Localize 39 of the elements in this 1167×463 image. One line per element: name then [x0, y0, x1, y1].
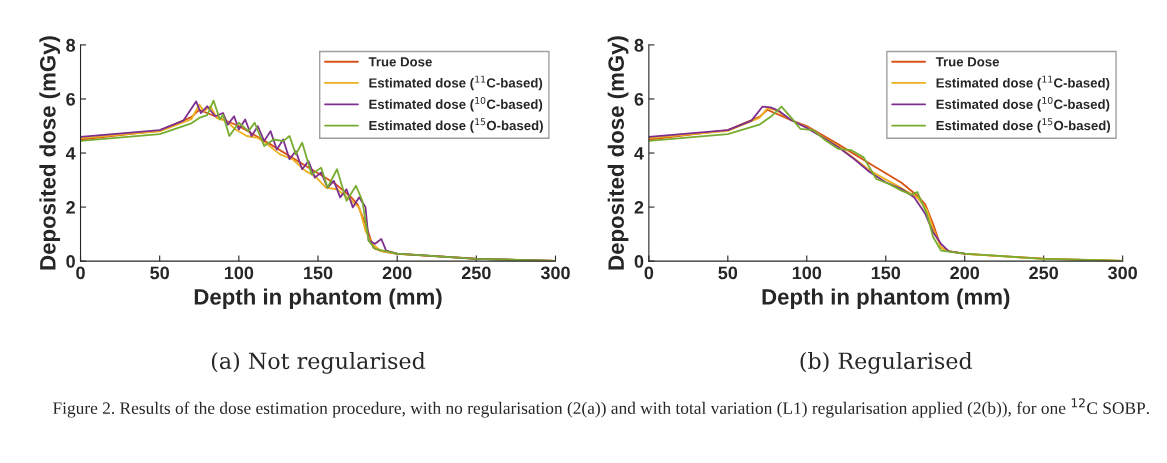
x-tick-label: 100	[792, 266, 822, 280]
y-tick-label: 0	[66, 255, 75, 268]
y-tick-label: 6	[634, 92, 644, 106]
x-tick-label: 0	[76, 266, 85, 280]
x-tick-label: 150	[871, 266, 901, 280]
x-tick-label: 0	[644, 266, 654, 280]
legend-label: True Dose	[935, 57, 1000, 67]
legend-label: Estimated dose ($^{15}$O-based)	[936, 118, 1111, 133]
x-tick-label: 50	[150, 266, 169, 280]
x-tick-label: 250	[461, 266, 491, 280]
y-tick-label: 8	[634, 38, 644, 52]
legend-label: Estimated dose ($^{10}$C-based)	[936, 96, 1110, 112]
x-tick-label: 250	[1029, 266, 1059, 280]
x-tick-label: 150	[304, 266, 333, 280]
x-tick-label: 200	[382, 266, 412, 280]
caption: Figure 2. Results of the dose estimation procedure, with no regularisation (2(a)) and with total variation (L1) regularisation applied (2(b)), for one $^{12}$C SOBP.	[53, 398, 1149, 418]
legend-label: Estimated dose ($^{11}$C-based)	[369, 75, 543, 91]
x-tick-label: 300	[1108, 266, 1137, 280]
x-tick-label: 200	[950, 266, 980, 280]
y-tick-label: 4	[634, 147, 644, 160]
text: (a) Not regularised	[211, 351, 426, 374]
x-tick-label: 300	[540, 266, 570, 280]
y-tick-label: 8	[66, 38, 76, 52]
x-axis-title: Depth in phantom (mm)	[762, 288, 1010, 310]
y-tick-label: 4	[65, 147, 76, 160]
legend-label: Estimated dose ($^{15}$O-based)	[369, 118, 543, 133]
y-axis-title: Deposited dose (mGy)	[607, 36, 629, 270]
legend-label: Estimated dose ($^{10}$C-based)	[369, 96, 543, 112]
x-tick-label: 100	[224, 266, 254, 280]
text: (b) Regularised	[800, 351, 973, 374]
y-tick-label: 0	[634, 255, 644, 268]
legend-label: Estimated dose ($^{11}$C-based)	[936, 75, 1110, 91]
y-tick-label: 6	[66, 92, 76, 106]
y-tick-label: 2	[634, 201, 644, 214]
y-axis-title: Deposited dose (mGy)	[39, 36, 61, 270]
x-tick-label: 50	[718, 266, 738, 280]
x-axis-title: Depth in phantom (mm)	[194, 288, 442, 310]
y-tick-label: 2	[66, 201, 75, 214]
legend-label: True Dose	[368, 57, 432, 67]
